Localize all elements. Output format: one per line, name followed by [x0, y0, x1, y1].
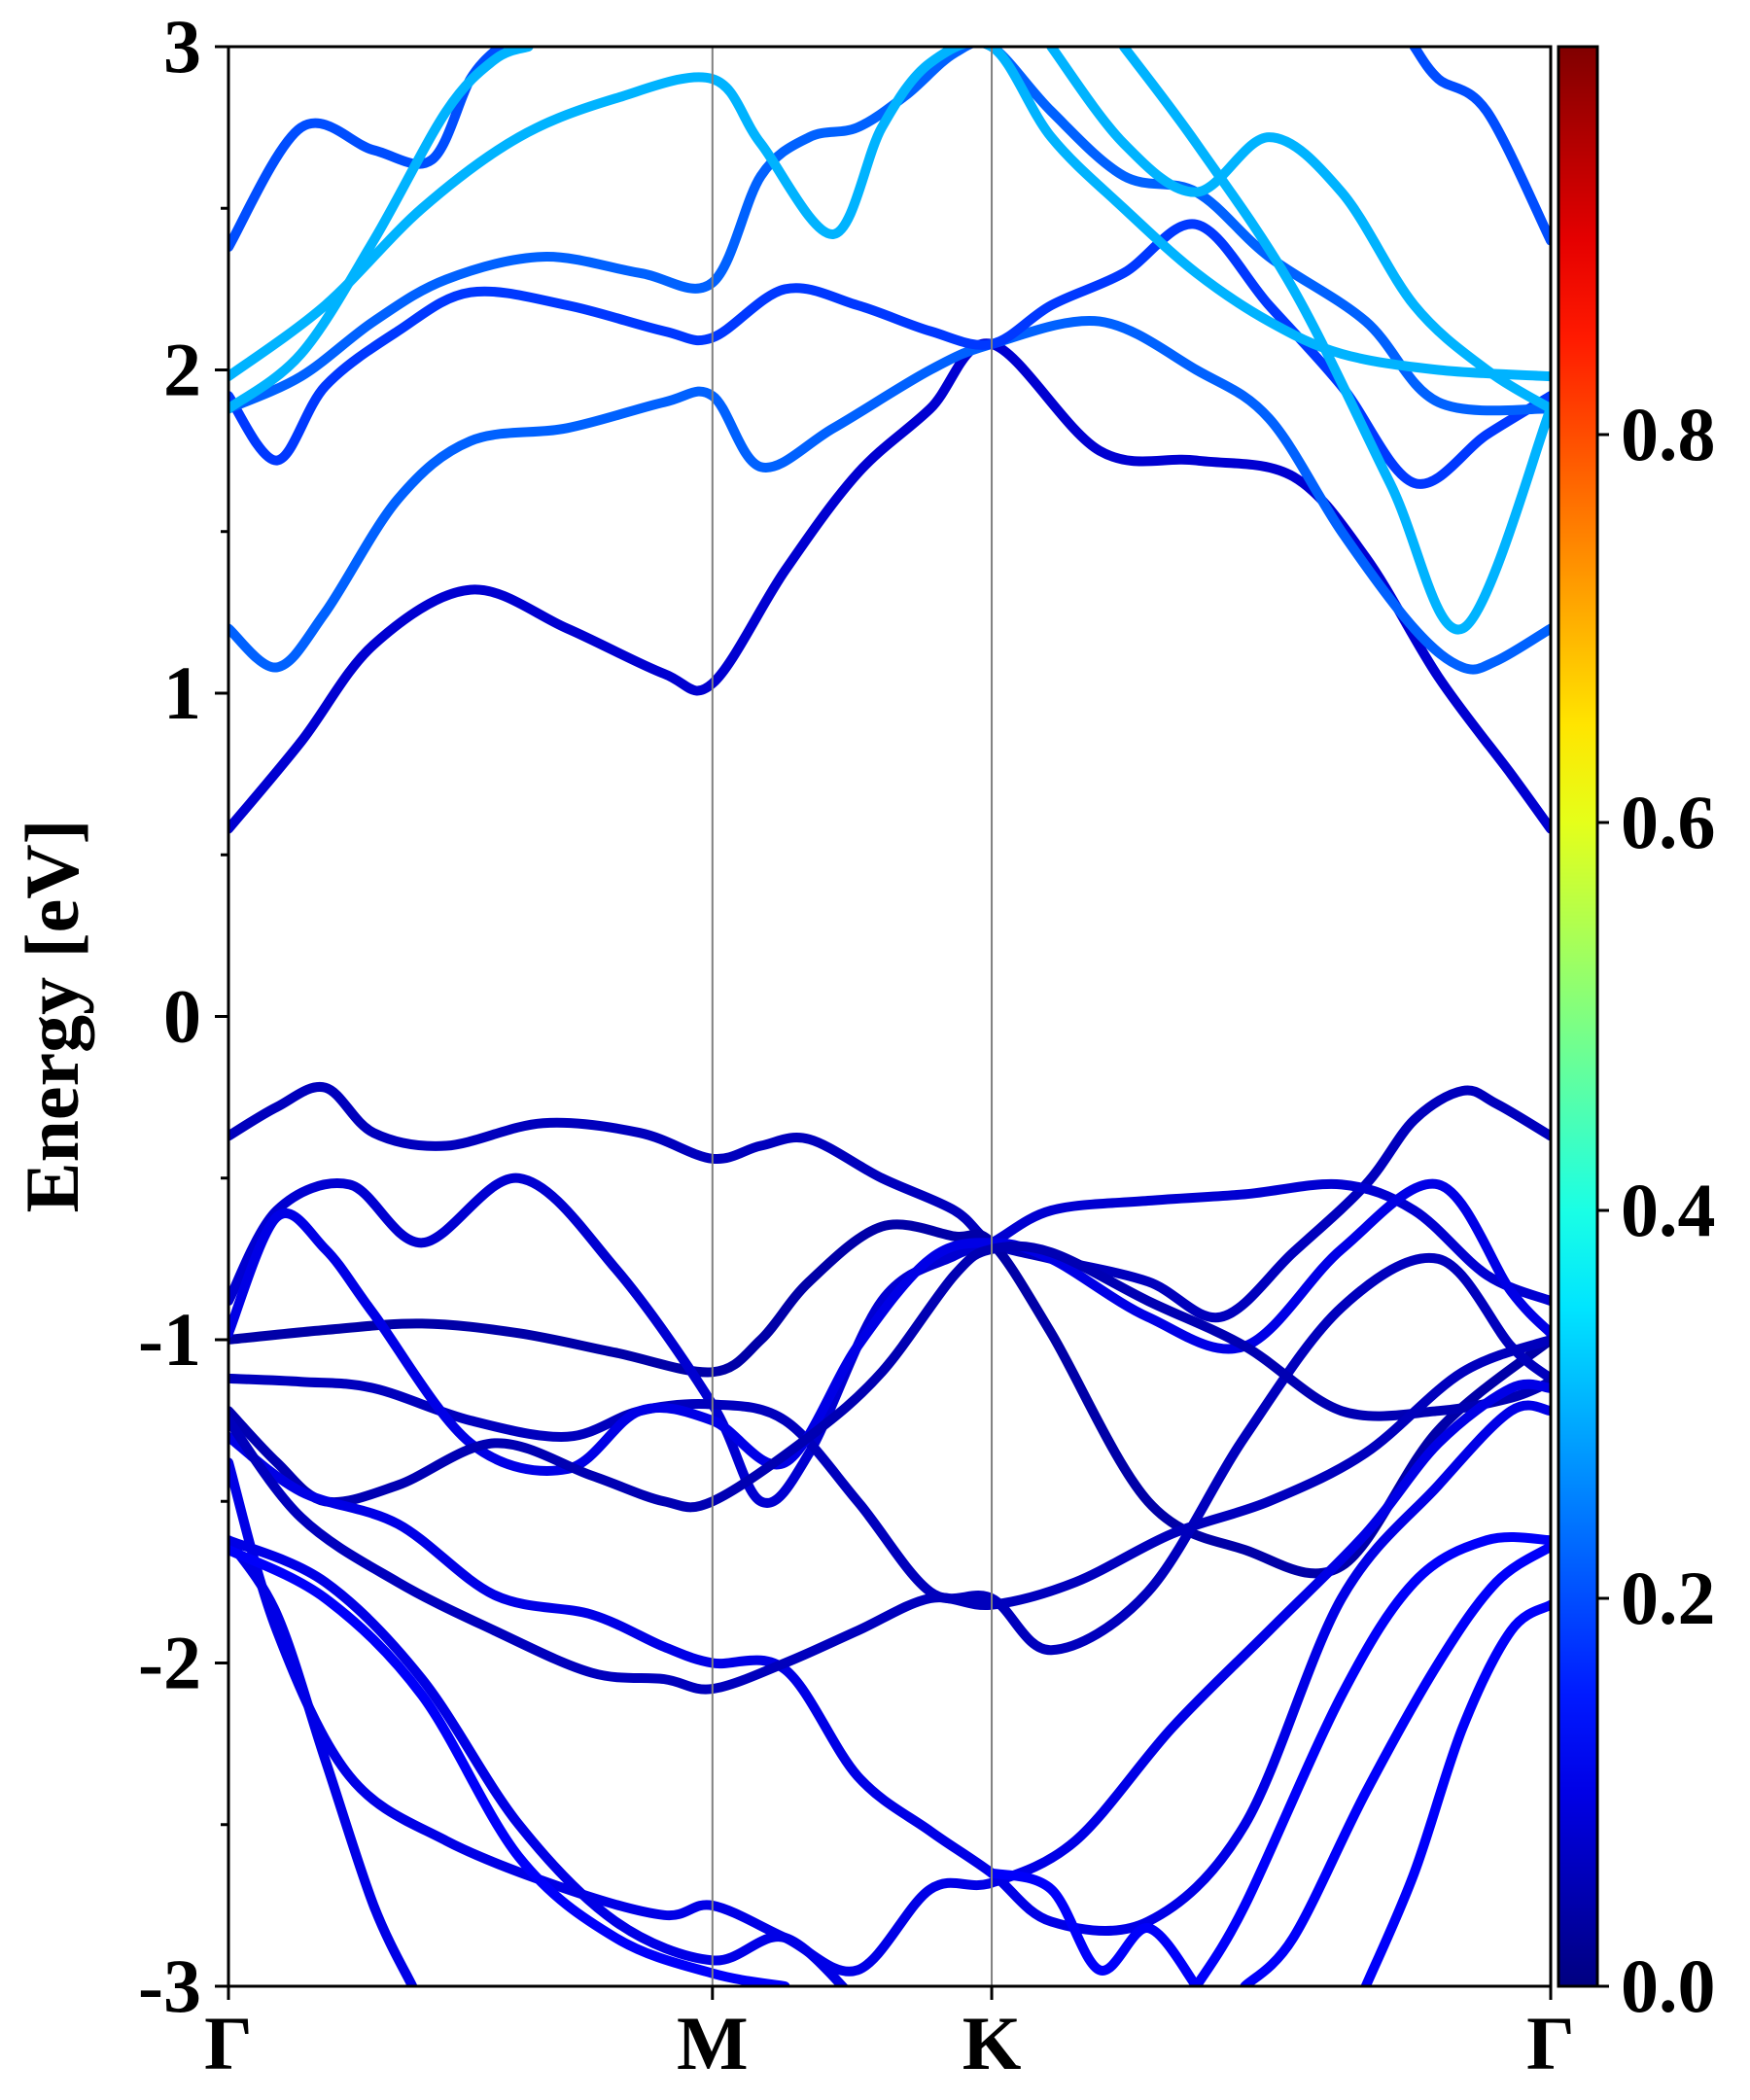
colorbar-tick-label: 0.0	[1621, 1943, 1716, 2028]
k-point-label: Γ	[204, 2001, 253, 2085]
colorbar-tick-label: 0.4	[1621, 1168, 1716, 1252]
y-tick-label: -2	[138, 1621, 201, 1705]
band-line	[1360, 1599, 1551, 1986]
k-point-label: M	[677, 2001, 749, 2085]
band-line	[228, 1172, 1551, 1508]
band-line	[228, 1178, 1551, 1476]
band-line	[1046, 47, 1551, 414]
band-line	[1240, 1541, 1551, 1986]
k-point-label: Γ	[1526, 2001, 1575, 2085]
high-symmetry-lines	[711, 47, 994, 1986]
y-tick-label: 1	[163, 650, 201, 735]
colorbar: 0.0 0.2 0.4 0.6 0.8	[1557, 45, 1716, 2028]
k-point-label: K	[962, 2001, 1022, 2085]
bands-layer	[228, 47, 1551, 1986]
y-tick-label: 0	[163, 974, 201, 1059]
y-tick-label: 3	[163, 4, 201, 88]
band-line	[228, 1241, 1551, 1513]
y-axis-label: Energy [eV]	[10, 819, 94, 1212]
colorbar-tick-label: 0.8	[1621, 392, 1716, 476]
band-line	[228, 1081, 1551, 1323]
colorbar-tick-label: 0.2	[1621, 1556, 1716, 1640]
y-tick-label: -3	[138, 1943, 201, 2028]
y-tick-label: -1	[138, 1297, 201, 1382]
band-line	[228, 47, 1551, 382]
band-line	[1118, 47, 1551, 635]
colorbar-gradient	[1557, 45, 1599, 1988]
band-line	[228, 1535, 850, 1986]
band-line	[228, 1335, 1551, 1695]
band-line	[1191, 1531, 1551, 1986]
band-line	[228, 1535, 418, 1986]
band-line	[987, 1868, 1202, 1986]
band-line	[1409, 47, 1551, 246]
band-line	[228, 1252, 1551, 1656]
band-line	[228, 47, 534, 414]
band-line	[228, 1545, 790, 1986]
colorbar-tick-label: 0.6	[1621, 780, 1716, 864]
band-line	[228, 315, 1551, 675]
band-line	[228, 1379, 1551, 1977]
y-tick-label: 2	[163, 328, 201, 412]
y-axis: -3 -2 -1 0 1 2 3	[138, 4, 228, 2028]
band-line	[228, 1400, 1551, 1937]
